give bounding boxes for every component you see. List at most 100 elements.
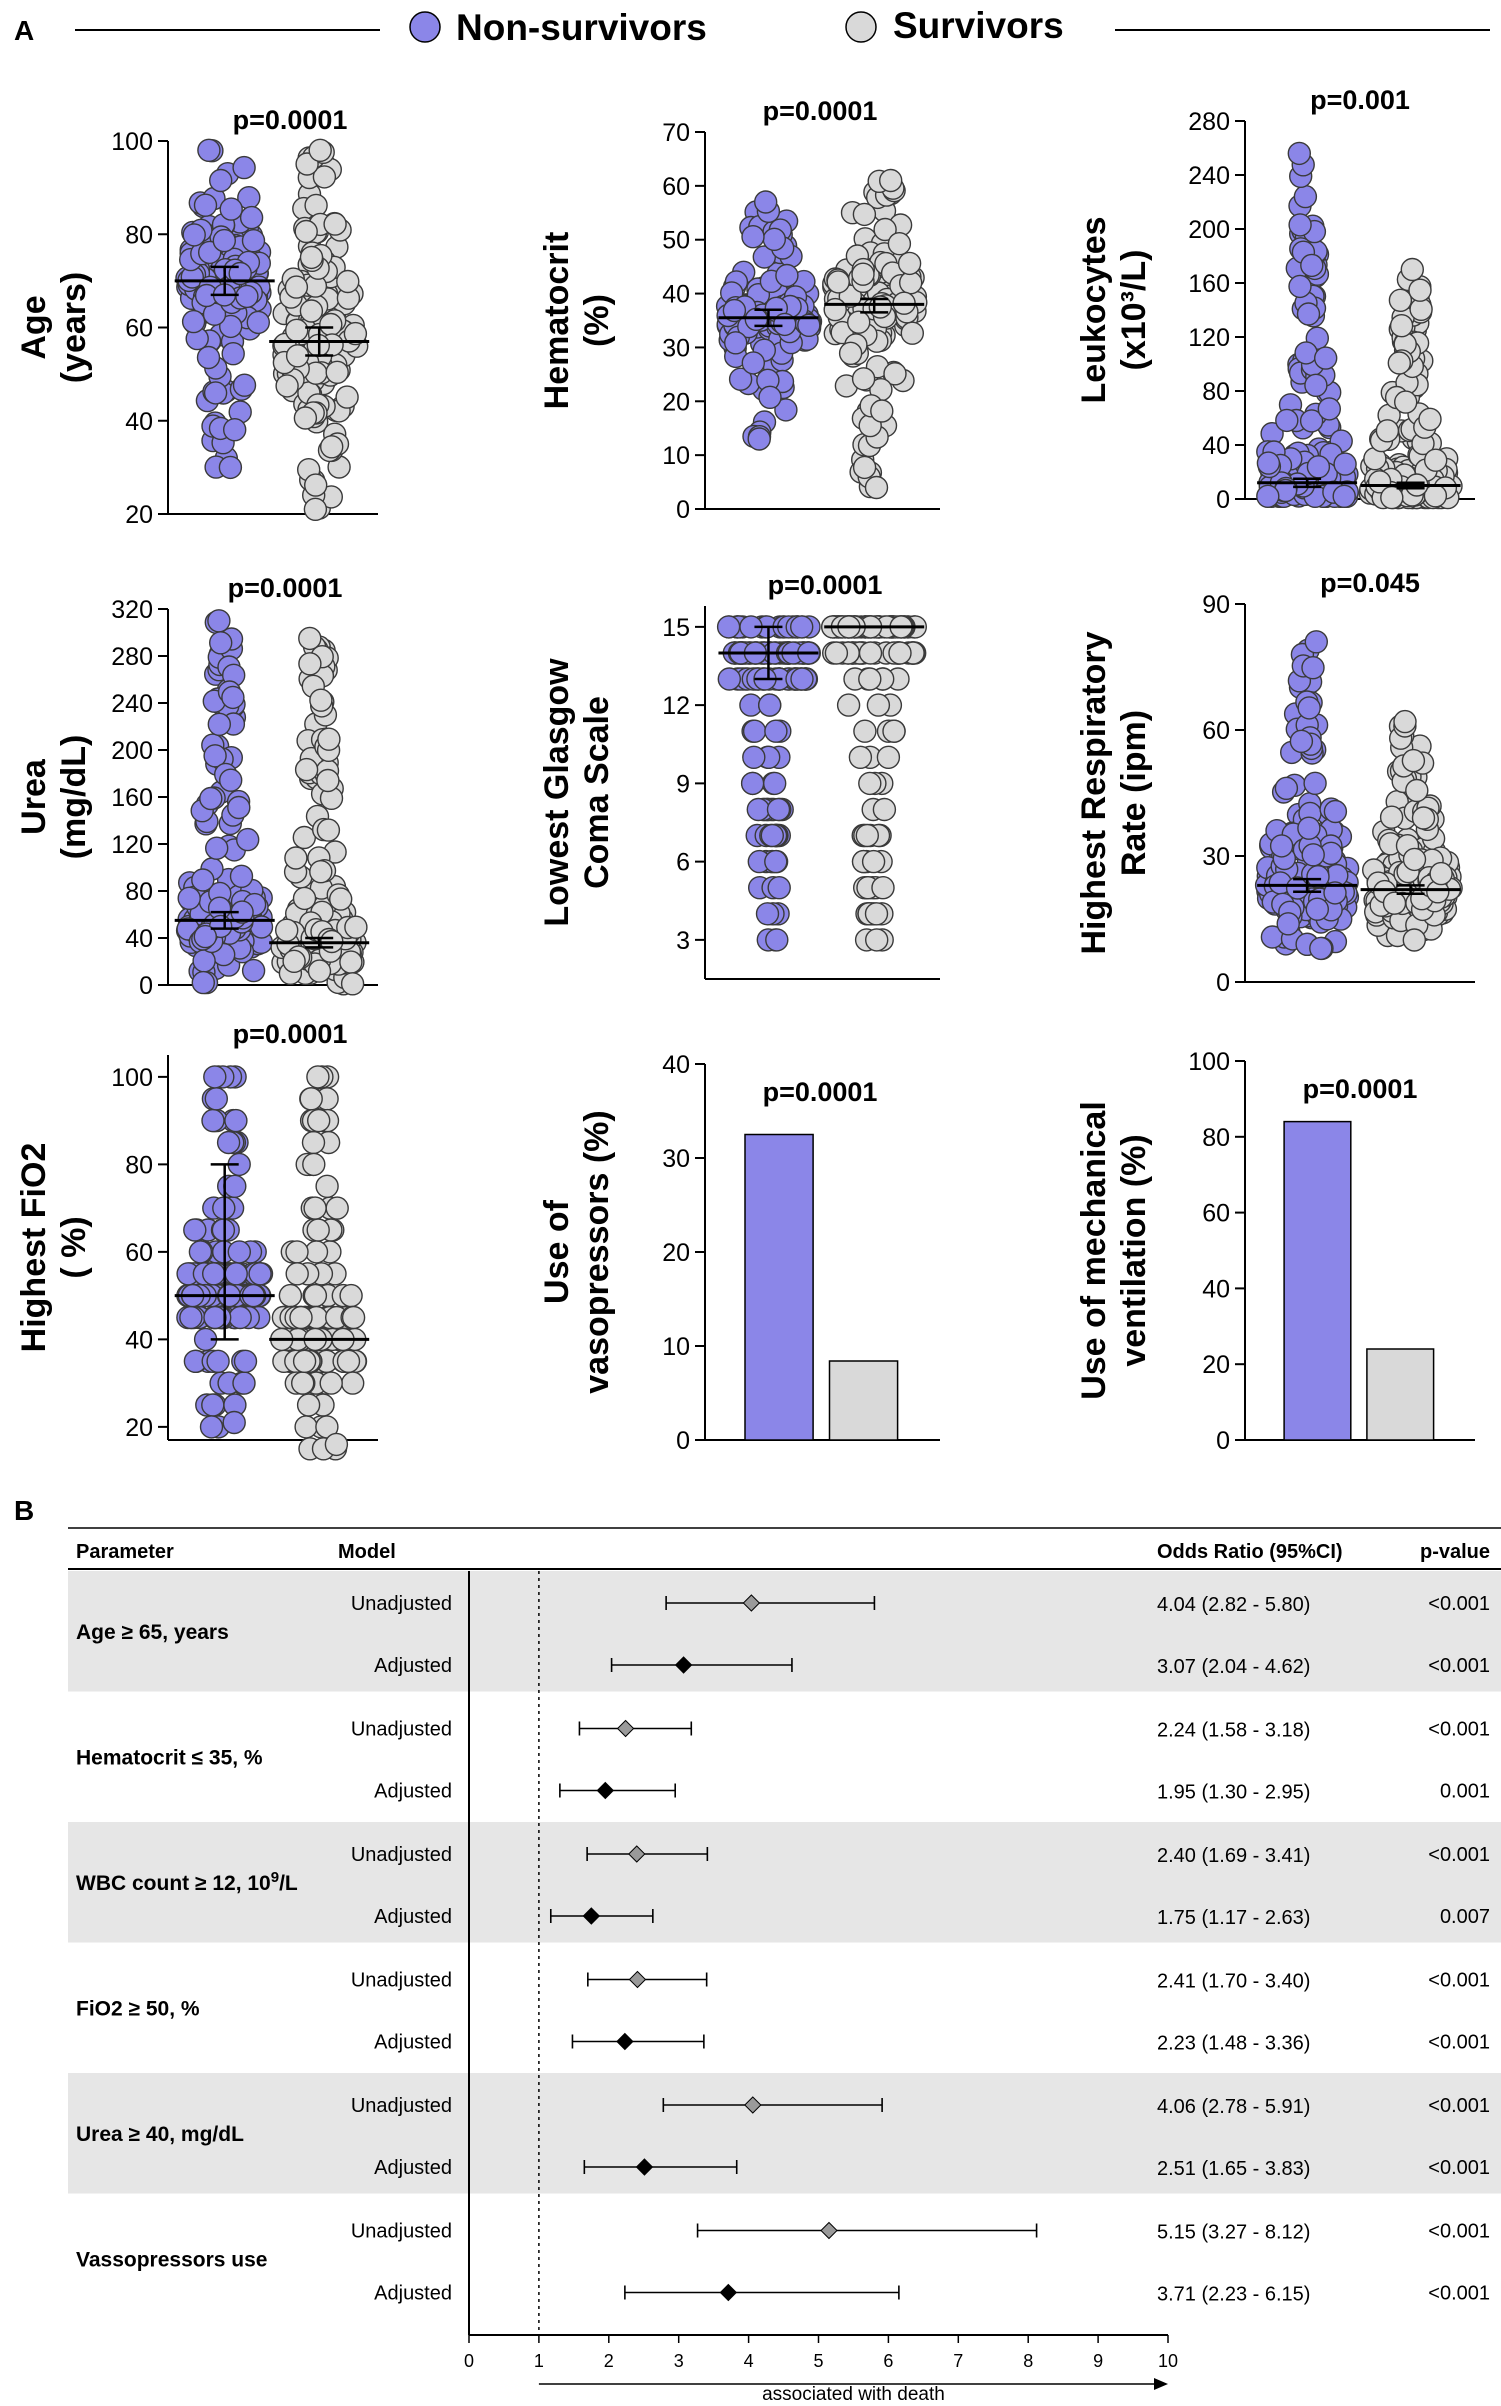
data-point-survivors (289, 1305, 313, 1330)
data-point-non-survivors (239, 205, 264, 230)
data-point-survivors (879, 168, 903, 193)
data-point-non-survivors (235, 827, 260, 852)
y-tick-label: 80 (125, 1151, 153, 1179)
data-point-non-survivors (179, 1305, 203, 1330)
data-point-non-survivors (1317, 397, 1342, 421)
y-tick-label: 160 (111, 784, 153, 812)
data-point-survivors (275, 918, 299, 942)
row-p-value: <0.001 (1428, 1655, 1490, 1677)
data-point-non-survivors (742, 745, 766, 769)
y-tick-label: 50 (662, 227, 690, 255)
data-point-survivors (294, 1415, 318, 1439)
data-point-survivors (1408, 278, 1432, 302)
y-tick-label: 20 (1202, 1351, 1230, 1379)
data-point-survivors (296, 1393, 321, 1417)
data-point-survivors (888, 641, 912, 665)
x-tick-label: 1 (534, 2351, 544, 2371)
data-point-non-survivors (191, 970, 216, 995)
y-tick-label: 0 (1216, 486, 1230, 514)
data-point-non-survivors (204, 1087, 229, 1111)
row-odds-ratio: 2.24 (1.58 - 3.18) (1157, 1720, 1310, 1742)
data-point-survivors (303, 1283, 328, 1308)
data-point-survivors (861, 849, 886, 874)
data-point-non-survivors (724, 331, 748, 355)
data-point-non-survivors (1274, 776, 1299, 800)
data-point-survivors (285, 318, 309, 342)
data-point-survivors (826, 270, 850, 294)
data-point-non-survivors (199, 1415, 224, 1439)
group-parameter-label: Vassopressors use (76, 2249, 267, 2272)
data-point-survivors (1393, 709, 1417, 734)
y-tick-label: 100 (1188, 1048, 1230, 1076)
y-tick-label: 20 (125, 1414, 153, 1442)
data-point-non-survivors (211, 1218, 236, 1242)
data-point-non-survivors (758, 385, 782, 409)
data-point-survivors (301, 1130, 326, 1155)
row-p-value: <0.001 (1428, 1970, 1490, 1992)
p-value-label: p=0.0001 (228, 573, 343, 603)
data-point-survivors (275, 374, 299, 398)
data-point-survivors (871, 876, 895, 900)
data-point-survivors (325, 1196, 349, 1220)
y-tick-label: 60 (1202, 1200, 1230, 1228)
data-point-non-survivors (203, 744, 227, 768)
data-point-survivors (335, 385, 359, 409)
y-axis-title-line2: (%) (578, 294, 616, 347)
data-point-survivors (1411, 806, 1436, 830)
data-point-survivors (309, 860, 333, 884)
y-tick-label: 9 (676, 770, 690, 798)
or-marker-adjusted (719, 2283, 738, 2302)
y-tick-label: 80 (125, 221, 153, 249)
data-point-survivors (897, 251, 922, 276)
y-axis-title-line1: Highest FiO2 (15, 1143, 53, 1353)
data-point-non-survivors (1299, 409, 1324, 433)
y-axis-title-line1: Urea (15, 758, 53, 835)
data-point-survivors (1393, 390, 1418, 414)
data-point-non-survivors (790, 667, 814, 691)
data-point-survivors (341, 1305, 366, 1330)
p-value-label: p=0.0001 (1303, 1074, 1418, 1104)
row-p-value: <0.001 (1428, 1844, 1490, 1866)
data-point-non-survivors (223, 1174, 247, 1199)
p-value-label: p=0.0001 (763, 1077, 878, 1107)
data-point-survivors (887, 231, 912, 256)
data-point-survivors (294, 219, 318, 244)
data-point-survivors (306, 1218, 330, 1242)
y-tick-label: 20 (125, 501, 153, 529)
row-odds-ratio: 2.41 (1.70 - 3.40) (1157, 1971, 1310, 1993)
data-point-non-survivors (1301, 656, 1325, 680)
data-point-non-survivors (181, 309, 206, 334)
data-point-survivors (864, 475, 889, 500)
data-point-non-survivors (182, 223, 206, 247)
data-point-non-survivors (790, 615, 814, 639)
y-tick-label: 240 (1188, 162, 1230, 190)
data-point-survivors (316, 818, 341, 842)
data-point-survivors (340, 972, 365, 996)
data-point-survivors (1367, 470, 1392, 494)
data-point-non-survivors (1304, 373, 1328, 397)
row-odds-ratio: 1.95 (1.30 - 2.95) (1157, 1782, 1310, 1804)
data-point-survivors (341, 1371, 365, 1395)
data-point-non-survivors (1300, 253, 1324, 278)
data-point-non-survivors (766, 797, 791, 822)
y-tick-label: 30 (1202, 843, 1230, 871)
row-odds-ratio: 4.06 (2.78 - 5.91) (1157, 2096, 1310, 2118)
data-point-non-survivors (797, 313, 821, 337)
row-odds-ratio: 4.04 (2.82 - 5.80) (1157, 1594, 1310, 1616)
data-point-survivors (278, 1283, 303, 1308)
y-axis-title-line2: (years) (55, 272, 93, 384)
data-point-non-survivors (764, 719, 788, 743)
group-shade (68, 1822, 1501, 1943)
data-point-non-survivors (1269, 834, 1294, 858)
data-point-non-survivors (722, 298, 747, 323)
data-point-non-survivors (1309, 936, 1333, 961)
x-tick-label: 9 (1093, 2351, 1103, 2371)
data-point-non-survivors (741, 351, 765, 375)
data-point-non-survivors (1323, 881, 1347, 905)
data-point-non-survivors (224, 1108, 248, 1133)
data-point-survivors (824, 641, 849, 665)
data-point-survivors (291, 1371, 315, 1395)
group-parameter-label: Hematocrit ≤ 35, % (76, 1747, 263, 1770)
chart-fio2: 20 40 60 80 100 Highest FiO2( %) p=0.0001 (15, 1019, 378, 1461)
